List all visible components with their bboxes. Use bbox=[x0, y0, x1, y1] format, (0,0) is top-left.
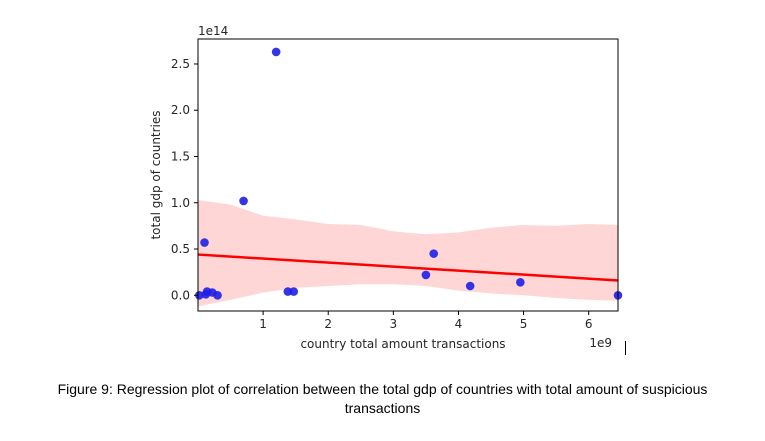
scatter-point bbox=[195, 290, 204, 300]
confidence-band-layer bbox=[198, 200, 618, 307]
x-tick-label: 3 bbox=[390, 317, 398, 331]
text-cursor-mark bbox=[625, 341, 626, 355]
scatter-point bbox=[465, 281, 475, 291]
x-axis-offset-label: 1e9 bbox=[589, 336, 612, 350]
x-tick-label: 5 bbox=[520, 317, 528, 331]
scatter-point bbox=[200, 238, 209, 247]
x-tick-label: 4 bbox=[455, 317, 463, 331]
regression-line bbox=[197, 253, 619, 282]
scatter-point bbox=[239, 196, 248, 206]
y-axis-offset-label: 1e14 bbox=[198, 24, 228, 38]
x-tick-label: 2 bbox=[324, 317, 332, 331]
regression-chart: 1 2 3 4 5 6 0.0 0.5 1.0 1.5 2.0 2.5 country total … bbox=[149, 24, 623, 351]
y-tick-label: 0.0 bbox=[171, 288, 190, 302]
y-axis-label: total gdp of countries bbox=[149, 110, 163, 239]
regression-line-layer bbox=[197, 253, 619, 282]
x-axis-label: country total amount transactions bbox=[300, 337, 505, 351]
x-tick-label: 6 bbox=[585, 317, 593, 331]
figure-caption-text: Figure 9: Regression plot of correlation… bbox=[57, 381, 708, 416]
y-tick-label: 2.0 bbox=[171, 103, 190, 117]
y-tick-label: 1.5 bbox=[171, 149, 190, 163]
scatter-point bbox=[516, 278, 525, 287]
x-axis-ticks: 1 2 3 4 5 6 bbox=[259, 311, 593, 331]
y-tick-label: 2.5 bbox=[171, 57, 190, 71]
x-tick-label: 1 bbox=[259, 317, 267, 331]
scatter-point bbox=[271, 47, 281, 57]
scatter-point bbox=[213, 290, 222, 300]
figure-caption: Figure 9: Regression plot of correlation… bbox=[0, 380, 765, 418]
y-tick-label: 0.5 bbox=[171, 242, 190, 256]
y-axis-ticks: 0.0 0.5 1.0 1.5 2.0 2.5 bbox=[171, 57, 198, 302]
scatter-point bbox=[421, 270, 431, 280]
y-tick-label: 1.0 bbox=[171, 196, 190, 210]
plot-frame bbox=[197, 38, 619, 312]
scatter-point bbox=[429, 249, 439, 258]
confidence-band bbox=[198, 200, 618, 307]
scatter-point bbox=[289, 287, 299, 296]
